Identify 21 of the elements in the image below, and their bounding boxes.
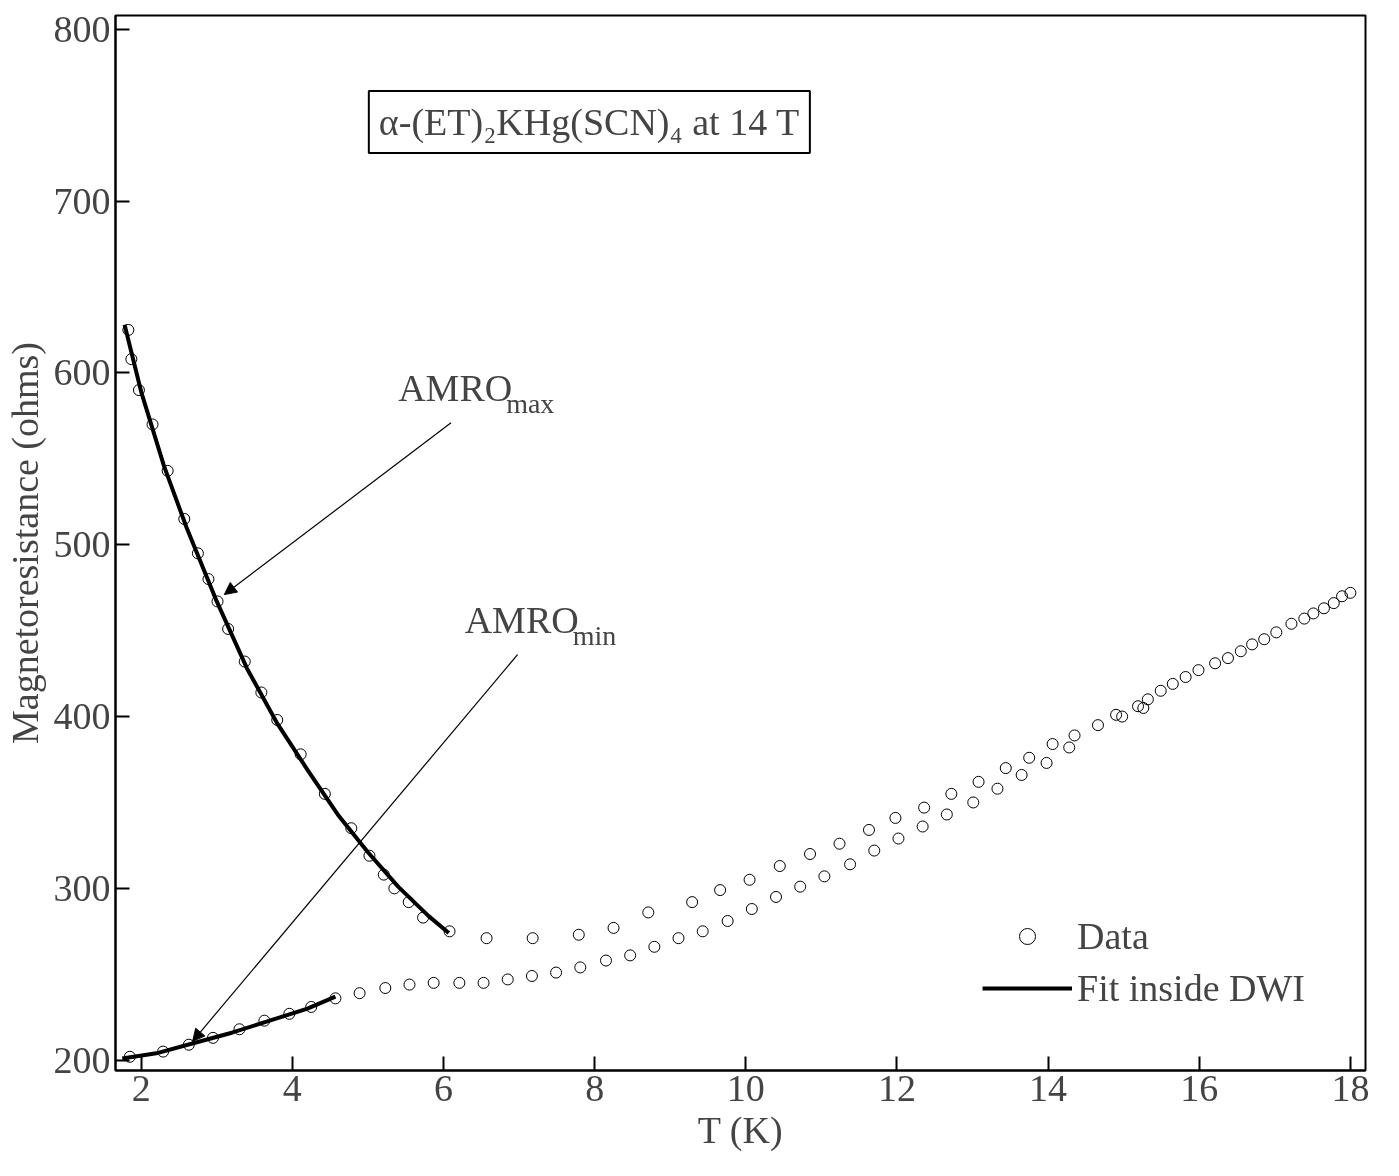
y-tick-label: 500 [53, 523, 111, 566]
y-tick-label: 700 [53, 179, 111, 222]
y-tick-label: 600 [53, 351, 111, 394]
x-tick-label: 4 [282, 1066, 302, 1109]
x-axis-title: T (K) [697, 1108, 783, 1152]
x-tick-label: 14 [1029, 1066, 1068, 1109]
x-tick-label: 10 [726, 1066, 765, 1109]
x-tick-label: 18 [1331, 1066, 1370, 1109]
legend-label: Fit inside DWI [1077, 966, 1305, 1010]
x-tick-label: 6 [433, 1066, 453, 1109]
x-tick-label: 2 [131, 1066, 151, 1109]
x-tick-label: 8 [585, 1066, 605, 1109]
y-tick-label: 400 [53, 695, 111, 738]
x-tick-label: 12 [877, 1066, 916, 1109]
legend-label: Data [1077, 914, 1149, 958]
x-tick-label: 16 [1180, 1066, 1219, 1109]
y-axis-title: Magnetoresistance (ohms) [3, 341, 47, 745]
text: α-(ET)₂KHg(SCN)₄ at 14 T [378, 100, 800, 144]
y-tick-label: 200 [53, 1038, 111, 1081]
y-tick-label: 300 [53, 866, 111, 909]
y-tick-label: 800 [53, 7, 111, 50]
